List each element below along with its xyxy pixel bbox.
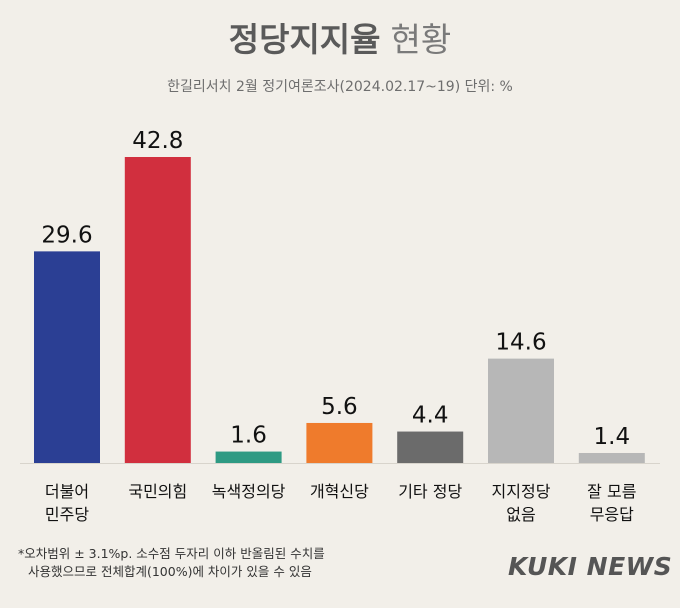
footnote-line-2: 사용했으므로 전체합계(100%)에 차이가 있을 수 있음: [28, 564, 312, 579]
category-label-6: 잘 모름 무응답: [587, 482, 636, 524]
bar-3: [306, 422, 373, 463]
category-label-5: 지지정당 없음: [492, 482, 551, 524]
value-label-2: 1.6: [230, 423, 267, 449]
category-label-0: 더불어 민주당: [45, 482, 89, 524]
value-label-1: 42.8: [132, 128, 183, 154]
value-label-3: 5.6: [321, 394, 358, 420]
bar-1: [124, 157, 191, 463]
chart-subtitle: 한길리서치 2월 정기여론조사(2024.02.17~19) 단위: %: [167, 79, 513, 95]
category-label-2: 녹색정의당: [212, 482, 286, 501]
bar-chart: 29.6 더불어 민주당 42.8 국민의힘 1.6 녹색정의당 5.6 개혁신당 4.4 기타 정…: [20, 128, 660, 524]
value-label-0: 29.6: [41, 222, 92, 248]
footnote: *오차범위 ± 3.1%p. 소수점 두자리 이하 반올림된 수치를 사용했으므…: [18, 545, 325, 581]
bar-6: [578, 452, 645, 463]
title-suffix: 현황: [390, 20, 452, 59]
kuki-news-logo: KUKI NEWS: [508, 552, 673, 581]
value-label-6: 1.4: [594, 424, 631, 450]
chart-title: 정당지지율 현황: [0, 18, 680, 62]
value-label-5: 14.6: [495, 330, 546, 356]
bar-2: [215, 451, 282, 463]
bar-0: [34, 251, 100, 463]
category-label-3: 개혁신당: [310, 482, 369, 501]
category-label-4: 기타 정당: [398, 482, 462, 501]
category-label-1: 국민의힘: [128, 482, 187, 501]
title-main: 정당지지율: [228, 20, 381, 59]
footnote-line-1: *오차범위 ± 3.1%p. 소수점 두자리 이하 반올림된 수치를: [18, 546, 325, 561]
bar-4: [397, 431, 464, 463]
value-label-4: 4.4: [412, 403, 449, 429]
bar-5: [488, 358, 554, 463]
